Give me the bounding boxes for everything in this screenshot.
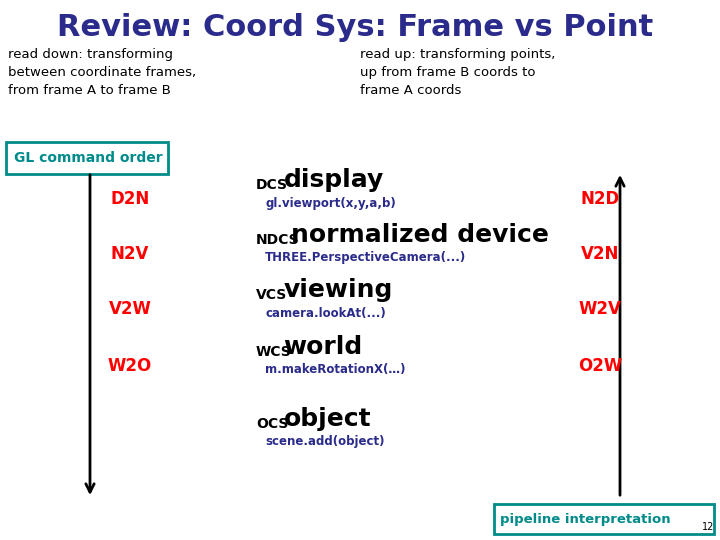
Text: V2N: V2N bbox=[581, 245, 619, 263]
Text: GL command order: GL command order bbox=[14, 151, 163, 165]
Text: world: world bbox=[284, 335, 363, 359]
Text: display: display bbox=[284, 168, 384, 192]
Text: 12: 12 bbox=[701, 522, 714, 532]
Text: THREE.PerspectiveCamera(...): THREE.PerspectiveCamera(...) bbox=[265, 252, 467, 265]
Text: WCS: WCS bbox=[256, 345, 292, 359]
Text: OCS: OCS bbox=[256, 417, 289, 431]
Text: m.makeRotationX(…): m.makeRotationX(…) bbox=[265, 363, 405, 376]
Text: VCS: VCS bbox=[256, 288, 287, 302]
Text: V2W: V2W bbox=[109, 300, 151, 318]
Text: gl.viewport(x,y,a,b): gl.viewport(x,y,a,b) bbox=[265, 197, 396, 210]
Text: DCS: DCS bbox=[256, 178, 288, 192]
Text: scene.add(object): scene.add(object) bbox=[265, 435, 384, 449]
Text: normalized device: normalized device bbox=[291, 223, 549, 247]
Text: object: object bbox=[284, 407, 371, 431]
Text: N2D: N2D bbox=[580, 190, 620, 208]
Text: read down: transforming
between coordinate frames,
from frame A to frame B: read down: transforming between coordina… bbox=[8, 48, 196, 97]
Text: NDCS: NDCS bbox=[256, 233, 300, 247]
Text: viewing: viewing bbox=[284, 278, 393, 302]
Text: O2W: O2W bbox=[578, 357, 622, 375]
Text: Review: Coord Sys: Frame vs Point: Review: Coord Sys: Frame vs Point bbox=[57, 13, 653, 42]
Text: W2V: W2V bbox=[579, 300, 621, 318]
Text: read up: transforming points,
up from frame B coords to
frame A coords: read up: transforming points, up from fr… bbox=[360, 48, 555, 97]
Text: W2O: W2O bbox=[108, 357, 152, 375]
Text: N2V: N2V bbox=[111, 245, 149, 263]
Text: pipeline interpretation: pipeline interpretation bbox=[500, 512, 670, 525]
Text: D2N: D2N bbox=[110, 190, 150, 208]
FancyBboxPatch shape bbox=[494, 504, 714, 534]
FancyBboxPatch shape bbox=[6, 142, 168, 174]
Text: camera.lookAt(...): camera.lookAt(...) bbox=[265, 307, 386, 320]
